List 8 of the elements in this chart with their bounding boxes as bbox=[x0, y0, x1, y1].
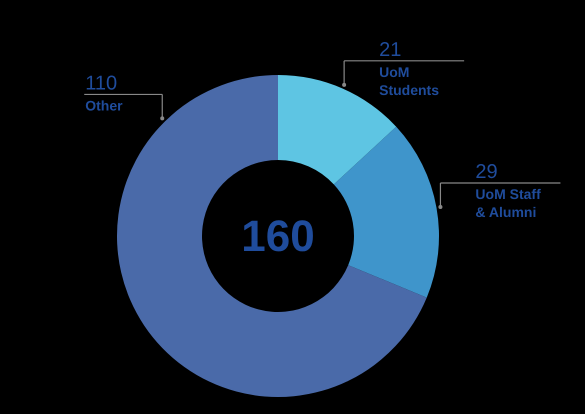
donut-slice bbox=[334, 126, 439, 298]
data-label: 29 bbox=[475, 160, 498, 183]
slice-label: UoM Staff & Alumni bbox=[475, 186, 542, 220]
text: 160 bbox=[241, 212, 315, 261]
slice-label: Other bbox=[85, 97, 124, 114]
data-label: 21 bbox=[379, 38, 402, 61]
slice-label: UoM Students bbox=[379, 64, 440, 98]
data-label: 110 bbox=[85, 72, 118, 94]
